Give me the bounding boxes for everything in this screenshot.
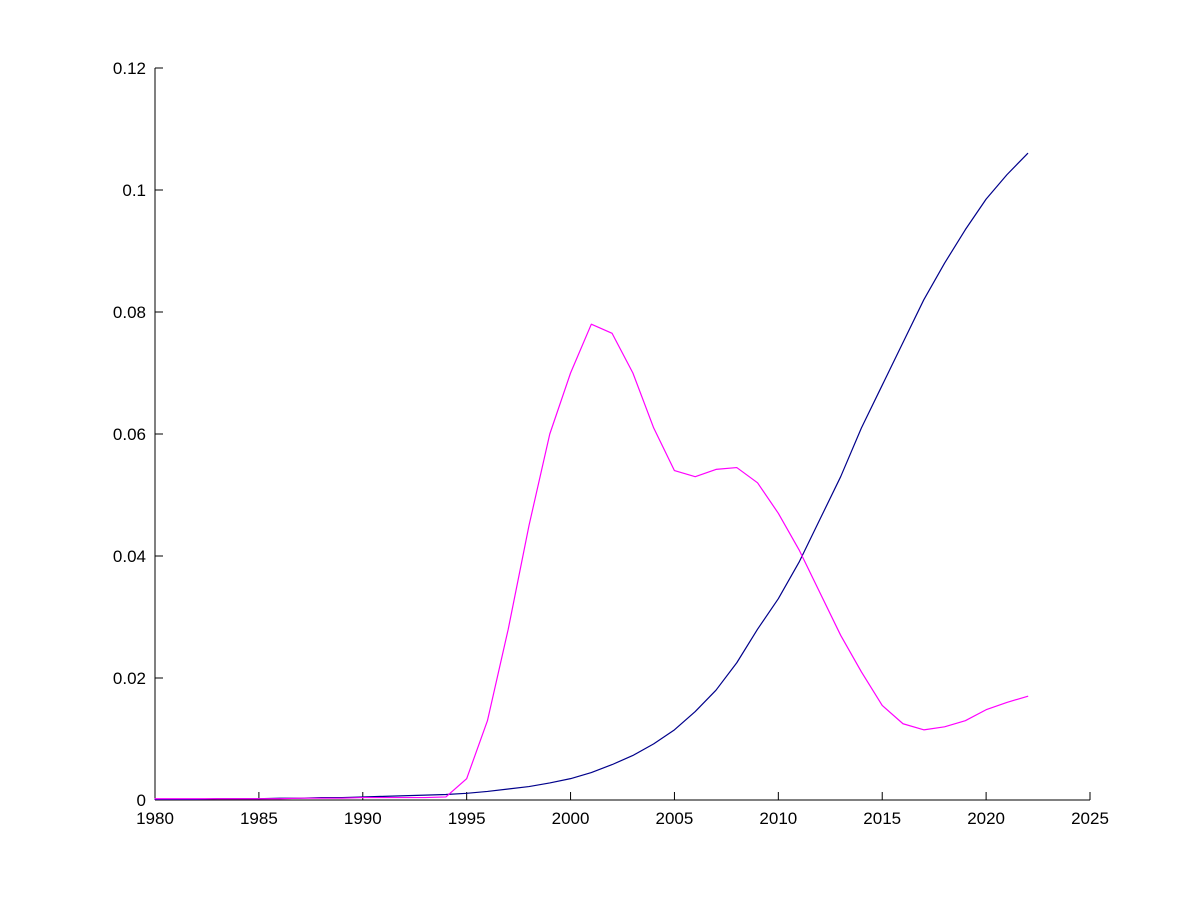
x-tick-label: 2025 — [1071, 809, 1109, 828]
x-tick-label: 1980 — [136, 809, 174, 828]
series-line-dark-blue-series — [154, 152, 1029, 800]
x-tick-label: 2020 — [967, 809, 1005, 828]
series-line-magenta-series — [154, 323, 1029, 800]
x-tick-label: 2005 — [656, 809, 694, 828]
y-tick-label: 0.08 — [113, 303, 146, 322]
y-tick-label: 0 — [137, 791, 146, 810]
y-tick-label: 0.04 — [113, 547, 146, 566]
y-tick-label: 0.1 — [122, 181, 146, 200]
y-tick-label: 0.06 — [113, 425, 146, 444]
x-tick-label: 1995 — [448, 809, 486, 828]
y-tick-label: 0.02 — [113, 669, 146, 688]
x-tick-label: 1985 — [240, 809, 278, 828]
x-tick-label: 2015 — [863, 809, 901, 828]
y-tick-label: 0.12 — [113, 59, 146, 78]
x-tick-label: 2000 — [552, 809, 590, 828]
x-tick-label: 1990 — [344, 809, 382, 828]
x-tick-label: 2010 — [759, 809, 797, 828]
